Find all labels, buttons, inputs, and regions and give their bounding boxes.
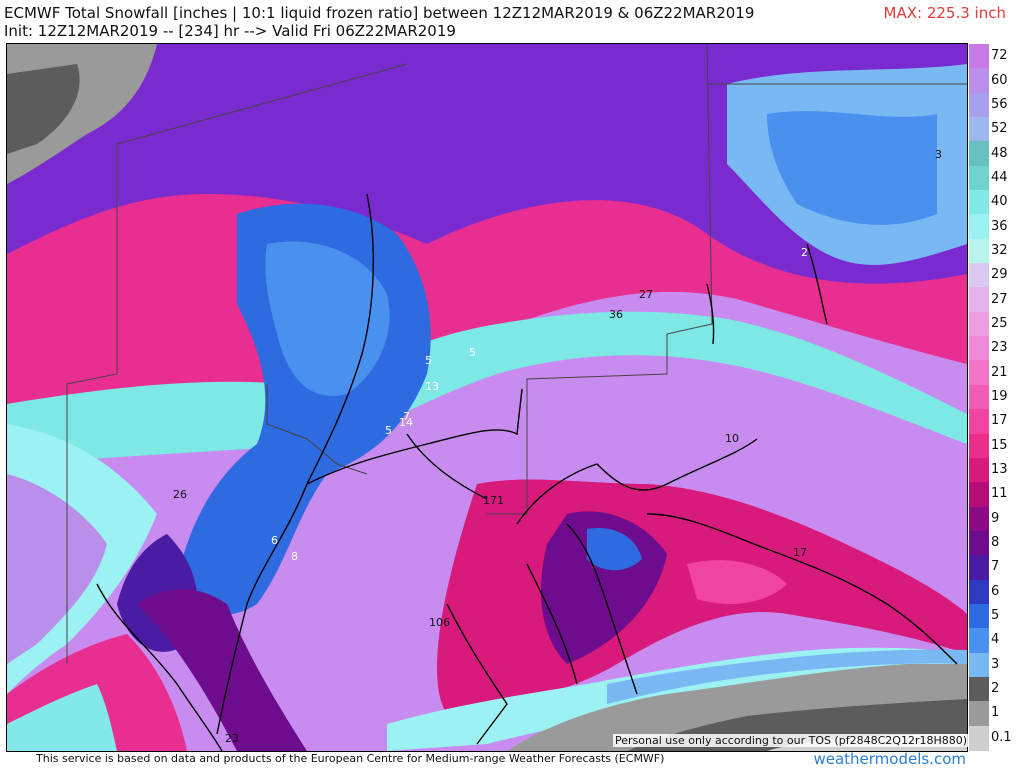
legend-swatch (969, 433, 989, 459)
legend-swatch (969, 44, 989, 69)
legend-swatch (969, 68, 989, 94)
legend-swatch (969, 238, 989, 264)
legend-label: 32 (991, 242, 1008, 258)
map-value-label: 3 (935, 148, 942, 161)
legend-label: 48 (991, 145, 1008, 161)
legend-swatch (969, 92, 989, 118)
legend-label: 6 (991, 583, 1000, 599)
map-value-label: 106 (429, 616, 450, 629)
gulf-pale-blue-strip (607, 649, 967, 704)
legend-label: 40 (991, 194, 1008, 210)
legend-label: 21 (991, 364, 1008, 380)
legend-swatch (969, 652, 989, 678)
legend-label: 13 (991, 462, 1008, 478)
legend-label: 11 (991, 486, 1008, 502)
legend-label: 0.1 (991, 729, 1012, 745)
legend-swatch (969, 579, 989, 605)
legend-label: 72 (991, 48, 1008, 64)
init-valid-line: Init: 12Z12MAR2019 -- [234] hr --> Valid… (4, 22, 456, 40)
kenai-blue-spot (587, 528, 642, 571)
map-value-label: 27 (639, 288, 653, 301)
legend-label: 17 (991, 413, 1008, 429)
southwest-cyan-edge (7, 684, 117, 751)
legend-swatch (969, 311, 989, 337)
legend-swatch (969, 263, 989, 289)
snowfall-map-canvas: 3 2 27 36 5 5 13 7 14 5 26 6 8 10 171 17… (7, 44, 967, 751)
ecmwf-attribution: This service is based on data and produc… (36, 752, 665, 765)
map-value-label: 8 (291, 550, 298, 563)
max-value-label: MAX: 225.3 inch (883, 4, 1006, 22)
map-value-label: 13 (425, 380, 439, 393)
map-value-label: 23 (225, 732, 239, 745)
legend-label: 4 (991, 632, 1000, 648)
map-value-label: 10 (725, 432, 739, 445)
legend-swatch (969, 409, 989, 435)
legend-label: 27 (991, 291, 1008, 307)
prince-william-sound-pink (687, 560, 787, 604)
coastlines-and-rivers (96, 193, 958, 751)
legend-label: 2 (991, 681, 1000, 697)
tos-notice: Personal use only according to our TOS (… (613, 734, 970, 747)
legend-label: 52 (991, 121, 1008, 137)
legend-label: 44 (991, 169, 1008, 185)
legend-label: 56 (991, 96, 1008, 112)
legend-swatch (969, 165, 989, 191)
cyan-transition-band (7, 311, 967, 464)
interior-light-blue-core (265, 241, 390, 396)
map-value-label: 14 (399, 416, 413, 429)
legend-label: 25 (991, 315, 1008, 331)
brand-link[interactable]: weathermodels.com (813, 750, 966, 768)
legend-swatch (969, 555, 989, 581)
legend-swatch (969, 457, 989, 483)
map-value-label: 5 (425, 354, 432, 367)
legend-swatch (969, 384, 989, 410)
legend-label: 5 (991, 608, 1000, 624)
legend-label: 8 (991, 535, 1000, 551)
legend-swatch (969, 141, 989, 167)
legend-swatch (969, 603, 989, 629)
legend-swatch (969, 725, 989, 751)
legend-swatch (969, 117, 989, 143)
map-value-label: 171 (483, 494, 504, 507)
legend-swatch (969, 287, 989, 313)
southwest-purple-band (137, 589, 307, 751)
northeast-blue-core (767, 111, 937, 225)
map-value-label: 17 (793, 546, 807, 559)
map-value-label: 7 (403, 410, 410, 423)
color-scale-legend: 72 60 56 52 48 44 40 36 32 29 27 25 23 21 19 17 15 13 11 9 8… (969, 44, 1024, 751)
legend-label: 60 (991, 72, 1008, 88)
legend-label: 23 (991, 340, 1008, 356)
legend-label: 3 (991, 656, 1000, 672)
map-value-label: 26 (173, 488, 187, 501)
legend-swatch (969, 214, 989, 240)
legend-swatch (969, 628, 989, 654)
legend-swatch (969, 530, 989, 556)
map-title: ECMWF Total Snowfall [inches | 10:1 liqu… (4, 4, 755, 22)
map-value-label: 5 (469, 346, 476, 359)
legend-label: 15 (991, 437, 1008, 453)
legend-label: 1 (991, 705, 1000, 721)
legend-swatch (969, 701, 989, 727)
map-value-label: 36 (609, 308, 623, 321)
west-violet-region (7, 474, 107, 664)
legend-swatch (969, 190, 989, 216)
map-value-label: 5 (385, 424, 392, 437)
map-value-label: 2 (801, 246, 808, 259)
legend-label: 36 (991, 218, 1008, 234)
legend-label: 29 (991, 267, 1008, 283)
legend-swatch (969, 336, 989, 362)
legend-label: 19 (991, 389, 1008, 404)
northwest-dark-grey (7, 64, 80, 154)
legend-swatch (969, 506, 989, 532)
legend-label: 9 (991, 510, 1000, 526)
legend-swatch (969, 360, 989, 386)
map-value-label: 6 (271, 534, 278, 547)
legend-swatch (969, 482, 989, 508)
legend-label: 7 (991, 559, 1000, 575)
legend-swatch (969, 676, 989, 702)
snowfall-map[interactable]: 3 2 27 36 5 5 13 7 14 5 26 6 8 10 171 17… (6, 43, 968, 752)
